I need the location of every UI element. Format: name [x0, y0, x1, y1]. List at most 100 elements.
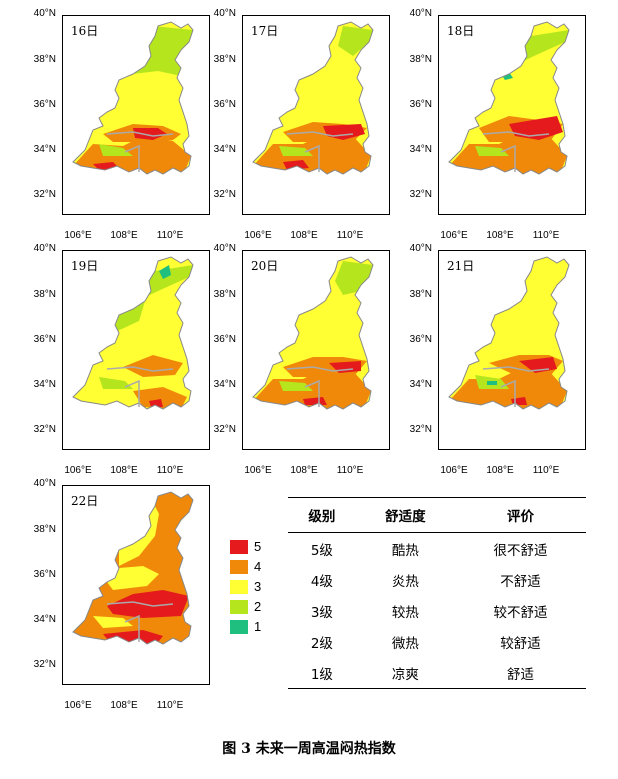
map-21-svg	[448, 256, 570, 410]
y-tick: 36°N	[213, 99, 236, 110]
y-tick: 38°N	[409, 54, 432, 65]
map-panel-17: 17日	[242, 15, 390, 215]
y-tick: 38°N	[213, 289, 236, 300]
level-3-region	[73, 22, 193, 174]
city-boundaries	[286, 366, 354, 407]
x-tick: 106°E	[64, 465, 92, 476]
level-5-region	[149, 399, 163, 407]
x-tick: 106°E	[440, 230, 468, 241]
city-boundaries	[482, 366, 550, 407]
table-cell: 3级	[310, 604, 333, 621]
y-tick: 36°N	[409, 99, 432, 110]
table-cell: 炎热	[391, 573, 419, 590]
x-tick: 108°E	[110, 700, 138, 711]
x-tick: 108°E	[290, 465, 318, 476]
y-tick: 36°N	[409, 334, 432, 345]
city-boundaries	[106, 601, 174, 642]
table-cell: 凉爽	[355, 657, 456, 689]
y-tick: 32°N	[213, 424, 236, 435]
level-3-region	[449, 257, 569, 409]
y-tick: 38°N	[33, 289, 56, 300]
y-tick: 34°N	[213, 379, 236, 390]
legend-swatch	[230, 580, 248, 594]
level-3-region	[107, 566, 159, 590]
x-tick: 106°E	[440, 465, 468, 476]
y-tick: 34°N	[409, 379, 432, 390]
map-panel-19: 19日	[62, 250, 210, 450]
panel-day-label: 18日	[447, 24, 475, 38]
level-3-region	[93, 616, 133, 628]
y-tick: 32°N	[409, 424, 432, 435]
level-3-region	[73, 257, 193, 409]
comfort-level-table: 级别 舒适度 评价 5级 酷热 很不舒适 4级 炎热 不舒适 3级 较热 较不舒…	[288, 497, 586, 689]
legend-label: 1	[254, 619, 262, 634]
y-tick: 32°N	[33, 189, 56, 200]
table-row: 2级 微热 较舒适	[288, 626, 586, 657]
table-cell: 酷热	[391, 542, 419, 559]
x-tick: 108°E	[110, 465, 138, 476]
table-cell: 较舒适	[500, 635, 541, 652]
legend-label: 5	[254, 539, 262, 554]
map-panel-20: 20日	[242, 250, 390, 450]
level-2-region	[279, 381, 313, 391]
x-tick: 110°E	[532, 230, 560, 241]
table-cell: 不舒适	[500, 573, 541, 590]
level-3-region	[253, 257, 373, 409]
legend-item-1: 1	[230, 619, 290, 634]
table-header: 评价	[455, 497, 586, 533]
y-tick: 40°N	[33, 8, 56, 19]
level-4-region	[123, 355, 183, 377]
x-tick: 110°E	[156, 230, 184, 241]
y-tick: 32°N	[33, 424, 56, 435]
legend-item-2: 2	[230, 599, 290, 614]
level-1-region	[159, 265, 171, 279]
y-tick: 34°N	[33, 379, 56, 390]
y-tick: 38°N	[33, 524, 56, 535]
y-tick: 40°N	[409, 8, 432, 19]
map-16-svg	[72, 21, 194, 175]
y-tick: 40°N	[409, 243, 432, 254]
province-outline	[252, 21, 374, 175]
x-tick: 110°E	[336, 230, 364, 241]
level-2-region	[99, 377, 133, 389]
level-3-region	[449, 22, 569, 174]
legend-swatch	[230, 600, 248, 614]
panel-day-label: 22日	[71, 494, 99, 508]
province-outline	[448, 256, 570, 410]
y-tick: 36°N	[33, 569, 56, 580]
level-5-region	[303, 397, 327, 405]
x-tick: 108°E	[110, 230, 138, 241]
y-tick: 38°N	[409, 289, 432, 300]
legend-swatch	[230, 560, 248, 574]
x-tick: 110°E	[532, 465, 560, 476]
province-outline	[252, 256, 374, 410]
legend-item-3: 3	[230, 579, 290, 594]
table-cell: 微热	[391, 635, 419, 652]
y-tick: 34°N	[33, 614, 56, 625]
legend-label: 3	[254, 579, 262, 594]
y-tick: 40°N	[213, 8, 236, 19]
level-2-region	[475, 146, 509, 156]
x-tick: 110°E	[156, 465, 184, 476]
x-tick: 108°E	[486, 230, 514, 241]
table-cell: 较热	[391, 604, 419, 621]
province-outline	[448, 21, 570, 175]
y-tick: 40°N	[213, 243, 236, 254]
y-tick: 32°N	[33, 659, 56, 670]
table-cell: 5级	[310, 542, 333, 559]
panel-day-label: 17日	[251, 24, 279, 38]
panel-day-label: 20日	[251, 259, 279, 273]
map-panel-18: 18日	[438, 15, 586, 215]
legend-label: 4	[254, 559, 262, 574]
y-tick: 32°N	[409, 189, 432, 200]
legend-label: 2	[254, 599, 262, 614]
level-2-region	[338, 26, 373, 56]
province-outline	[72, 491, 194, 645]
table-cell: 舒适	[455, 657, 586, 689]
figure-caption: 图 3 未来一周高温闷热指数	[222, 741, 396, 757]
map-19-svg	[72, 256, 194, 410]
table-cell: 2级	[310, 635, 333, 652]
map-22-svg	[72, 491, 194, 645]
y-tick: 38°N	[33, 54, 56, 65]
y-tick: 34°N	[409, 144, 432, 155]
